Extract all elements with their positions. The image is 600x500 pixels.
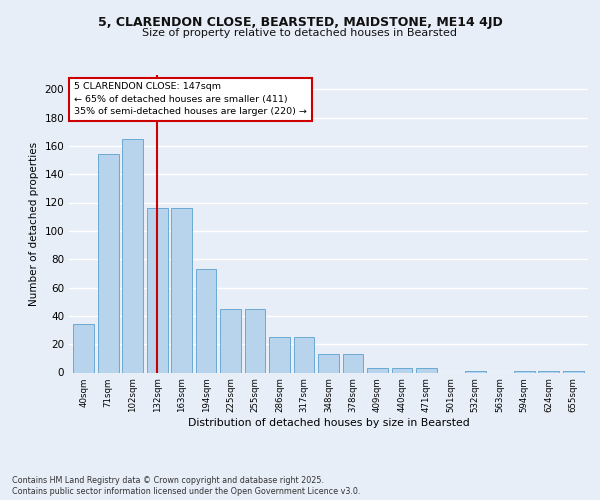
Text: Contains public sector information licensed under the Open Government Licence v3: Contains public sector information licen… [12,487,361,496]
Bar [293,337,314,372]
Bar [269,337,290,372]
X-axis label: Distribution of detached houses by size in Bearsted: Distribution of detached houses by size … [188,418,469,428]
Text: 5 CLARENDON CLOSE: 147sqm
← 65% of detached houses are smaller (411)
35% of semi: 5 CLARENDON CLOSE: 147sqm ← 65% of detac… [74,82,307,116]
Bar [73,324,94,372]
Bar [122,138,143,372]
Bar [465,371,486,372]
Bar [563,371,584,372]
Bar [392,368,412,372]
Bar [220,308,241,372]
Text: Size of property relative to detached houses in Bearsted: Size of property relative to detached ho… [143,28,458,38]
Text: 5, CLARENDON CLOSE, BEARSTED, MAIDSTONE, ME14 4JD: 5, CLARENDON CLOSE, BEARSTED, MAIDSTONE,… [98,16,502,29]
Bar [196,269,217,372]
Bar [367,368,388,372]
Bar [98,154,119,372]
Bar [416,368,437,372]
Bar [343,354,364,372]
Bar [171,208,192,372]
Bar [147,208,167,372]
Bar [245,308,265,372]
Bar [318,354,339,372]
Bar [514,371,535,372]
Y-axis label: Number of detached properties: Number of detached properties [29,142,39,306]
Text: Contains HM Land Registry data © Crown copyright and database right 2025.: Contains HM Land Registry data © Crown c… [12,476,324,485]
Bar [538,371,559,372]
